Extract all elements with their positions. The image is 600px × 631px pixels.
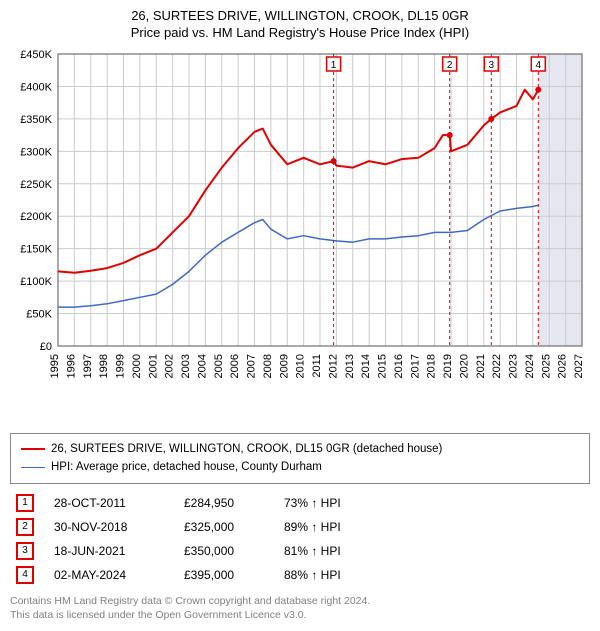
svg-text:2003: 2003 <box>180 354 192 378</box>
sale-pct: 73% ↑ HPI <box>284 496 384 510</box>
svg-text:2026: 2026 <box>557 354 569 378</box>
sale-row: 1 28-OCT-2011 £284,950 73% ↑ HPI <box>10 494 590 512</box>
sales-table: 1 28-OCT-2011 £284,950 73% ↑ HPI 2 30-NOV-201… <box>10 494 590 584</box>
legend: 26, SURTEES DRIVE, WILLINGTON, CROOK, DL… <box>10 433 590 484</box>
svg-text:2006: 2006 <box>229 354 241 378</box>
svg-text:2000: 2000 <box>131 354 143 378</box>
sale-marker: 1 <box>16 494 34 512</box>
svg-text:2024: 2024 <box>524 354 536 378</box>
legend-swatch <box>21 467 45 468</box>
svg-text:2020: 2020 <box>458 354 470 378</box>
sale-pct: 88% ↑ HPI <box>284 568 384 582</box>
svg-text:2018: 2018 <box>426 354 438 378</box>
svg-text:4: 4 <box>535 60 541 71</box>
sale-row: 2 30-NOV-2018 £325,000 89% ↑ HPI <box>10 518 590 536</box>
svg-text:2025: 2025 <box>540 354 552 378</box>
chart-title-line1: 26, SURTEES DRIVE, WILLINGTON, CROOK, DL… <box>10 8 590 23</box>
svg-text:2019: 2019 <box>442 354 454 378</box>
legend-label: 26, SURTEES DRIVE, WILLINGTON, CROOK, DL… <box>51 440 442 458</box>
svg-text:£450K: £450K <box>20 49 52 61</box>
sale-date: 30-NOV-2018 <box>54 520 164 534</box>
sale-price: £350,000 <box>184 544 264 558</box>
svg-text:2027: 2027 <box>573 354 585 378</box>
svg-text:2008: 2008 <box>262 354 274 378</box>
svg-text:£150K: £150K <box>20 244 52 256</box>
svg-text:2017: 2017 <box>409 354 421 378</box>
svg-text:1997: 1997 <box>82 354 94 378</box>
svg-text:1996: 1996 <box>65 354 77 378</box>
sale-pct: 81% ↑ HPI <box>284 544 384 558</box>
sale-row: 3 18-JUN-2021 £350,000 81% ↑ HPI <box>10 542 590 560</box>
footer-line2: This data is licensed under the Open Gov… <box>10 608 590 623</box>
svg-text:2016: 2016 <box>393 354 405 378</box>
sale-pct: 89% ↑ HPI <box>284 520 384 534</box>
svg-text:2011: 2011 <box>311 354 323 378</box>
svg-text:2: 2 <box>447 60 453 71</box>
svg-text:£250K: £250K <box>20 179 52 191</box>
svg-text:2007: 2007 <box>246 354 258 378</box>
legend-row: HPI: Average price, detached house, Coun… <box>21 458 579 476</box>
svg-text:£400K: £400K <box>20 81 52 93</box>
svg-text:2009: 2009 <box>278 354 290 378</box>
svg-text:2005: 2005 <box>213 354 225 378</box>
svg-text:2015: 2015 <box>377 354 389 378</box>
svg-text:2021: 2021 <box>475 354 487 378</box>
sale-price: £325,000 <box>184 520 264 534</box>
sale-marker: 2 <box>16 518 34 536</box>
footer-attribution: Contains HM Land Registry data © Crown c… <box>10 594 590 623</box>
svg-text:£50K: £50K <box>26 309 52 321</box>
svg-text:2004: 2004 <box>196 354 208 378</box>
svg-text:2002: 2002 <box>164 354 176 378</box>
svg-text:2001: 2001 <box>147 354 159 378</box>
svg-text:1995: 1995 <box>49 354 61 378</box>
legend-row: 26, SURTEES DRIVE, WILLINGTON, CROOK, DL… <box>21 440 579 458</box>
svg-text:£200K: £200K <box>20 211 52 223</box>
svg-text:£300K: £300K <box>20 146 52 158</box>
chart-title-line2: Price paid vs. HM Land Registry's House … <box>10 25 590 40</box>
sale-marker: 4 <box>16 566 34 584</box>
svg-text:2014: 2014 <box>360 354 372 378</box>
line-chart-svg: £0 £50K £100K £150K £200K £250K £300K £350K £400… <box>10 46 590 416</box>
svg-text:2012: 2012 <box>327 354 339 378</box>
svg-text:3: 3 <box>489 60 495 71</box>
svg-text:1998: 1998 <box>98 354 110 378</box>
svg-text:2023: 2023 <box>508 354 520 378</box>
sale-row: 4 02-MAY-2024 £395,000 88% ↑ HPI <box>10 566 590 584</box>
svg-text:2022: 2022 <box>491 354 503 378</box>
sale-date: 02-MAY-2024 <box>54 568 164 582</box>
sale-date: 28-OCT-2011 <box>54 496 164 510</box>
legend-label: HPI: Average price, detached house, Coun… <box>51 458 322 476</box>
footer-line1: Contains HM Land Registry data © Crown c… <box>10 594 590 609</box>
sale-price: £284,950 <box>184 496 264 510</box>
svg-text:2010: 2010 <box>295 354 307 378</box>
svg-text:2013: 2013 <box>344 354 356 378</box>
chart-plot: £0 £50K £100K £150K £200K £250K £300K £350K £400… <box>10 46 590 421</box>
svg-text:1: 1 <box>331 60 337 71</box>
sale-price: £395,000 <box>184 568 264 582</box>
sale-date: 18-JUN-2021 <box>54 544 164 558</box>
svg-text:1999: 1999 <box>115 354 127 378</box>
svg-text:£350K: £350K <box>20 114 52 126</box>
chart-container: 26, SURTEES DRIVE, WILLINGTON, CROOK, DL… <box>0 0 600 631</box>
svg-text:£100K: £100K <box>20 276 52 288</box>
legend-swatch <box>21 448 45 450</box>
svg-text:£0: £0 <box>40 341 52 353</box>
sale-marker: 3 <box>16 542 34 560</box>
